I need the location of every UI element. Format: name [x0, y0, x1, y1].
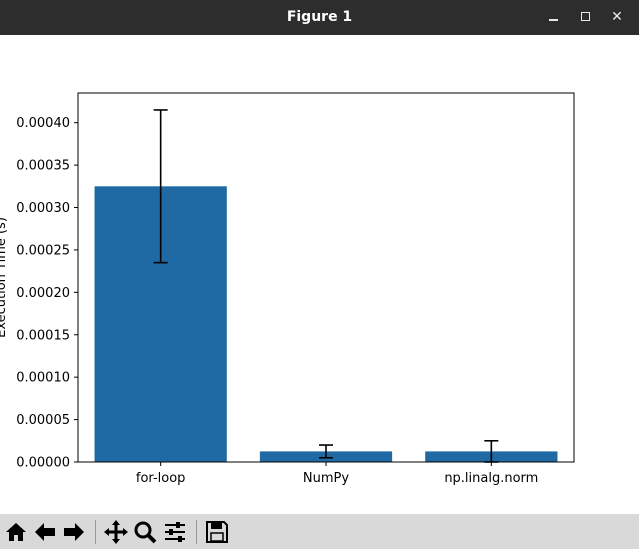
save-button[interactable]	[204, 519, 230, 545]
pan-button[interactable]	[103, 519, 129, 545]
x-tick-label: np.linalg.norm	[444, 471, 538, 486]
y-tick-label: 0.00040	[16, 116, 70, 131]
figure-canvas: 0.00000 0.00005 0.00010 0.00015 0.00020 0.000…	[0, 35, 639, 514]
zoom-button[interactable]	[132, 519, 158, 545]
x-tick-label: for-loop	[136, 471, 186, 486]
sliders-icon	[165, 522, 185, 542]
y-tick-label: 0.00020	[16, 286, 70, 301]
y-tick-label: 0.00035	[16, 159, 70, 174]
arrow-right-icon	[64, 523, 84, 541]
y-tick-label: 0.00000	[16, 456, 70, 471]
y-axis-label: Execution Time (s)	[0, 217, 9, 338]
y-tick-label: 0.00025	[16, 243, 70, 258]
forward-button[interactable]	[61, 519, 87, 545]
y-tick-label: 0.00010	[16, 371, 70, 386]
close-icon[interactable]: ✕	[611, 9, 623, 25]
magnifier-icon	[134, 521, 157, 544]
navigation-toolbar	[0, 514, 639, 549]
window-title: Figure 1	[286, 9, 353, 25]
toolbar-separator	[95, 520, 96, 544]
y-tick-label: 0.00005	[16, 413, 70, 428]
back-button[interactable]	[32, 519, 58, 545]
arrow-left-icon	[35, 523, 55, 541]
maximize-icon[interactable]	[577, 8, 595, 26]
x-tick-label: NumPy	[303, 471, 349, 486]
toolbar-separator	[196, 520, 197, 544]
floppy-disk-icon	[206, 521, 228, 543]
home-icon	[6, 523, 26, 541]
y-tick-label: 0.00030	[16, 201, 70, 216]
bar-chart: 0.00000 0.00005 0.00010 0.00015 0.00020 0.000…	[0, 92, 575, 486]
configure-subplots-button[interactable]	[162, 519, 188, 545]
window-titlebar[interactable]: Figure 1 ✕	[0, 0, 639, 35]
move-icon	[104, 520, 128, 544]
minimize-icon[interactable]	[545, 8, 563, 26]
home-button[interactable]	[3, 519, 29, 545]
y-tick-label: 0.00015	[16, 328, 70, 343]
